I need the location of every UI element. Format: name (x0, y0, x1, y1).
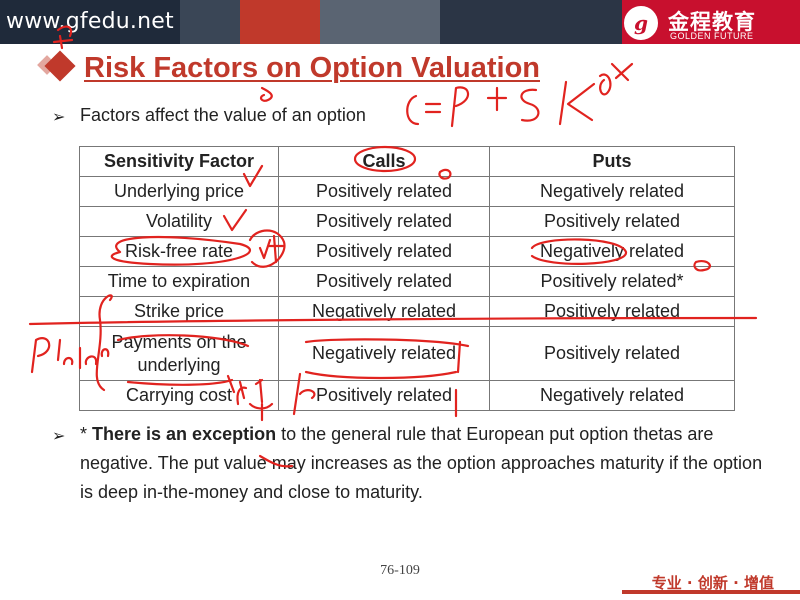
table-row: Risk-free rate Positively related Negati… (79, 236, 735, 267)
annotation-stroke (558, 80, 596, 126)
arrow-bullet-icon: ➢ (52, 428, 66, 445)
column-header-factor: Sensitivity Factor (79, 146, 279, 177)
puts-cell: Negatively related (489, 176, 735, 207)
factor-cell: Time to expiration (79, 266, 279, 297)
logo-seal-icon: g (622, 4, 660, 42)
table-row: Time to expiration Positively related Po… (79, 266, 735, 297)
factor-cell: Carrying cost (79, 380, 279, 411)
table-row: Underlying price Positively related Nega… (79, 176, 735, 207)
puts-cell: Positively related (489, 296, 735, 327)
decor-block (240, 0, 320, 44)
footer-slogan: 专业 · 创新 · 增值 (651, 574, 774, 592)
logo-chinese-text: 金程教育 (668, 10, 756, 34)
annotation-stroke (520, 88, 540, 122)
annotation-stroke (424, 102, 442, 114)
table-row: Payments on the underlying Negatively re… (79, 326, 735, 381)
annotation-stroke (486, 86, 508, 112)
factor-cell: Underlying price (79, 176, 279, 207)
top-bar: www.gfedu.net g 金程教育 GOLDEN FUTURE (0, 0, 800, 44)
column-header-puts: Puts (489, 146, 735, 177)
logo: g 金程教育 GOLDEN FUTURE (622, 4, 800, 44)
column-header-calls: Calls (278, 146, 490, 177)
decor-block (440, 0, 622, 44)
logo-english-text: GOLDEN FUTURE (670, 31, 754, 41)
note-text: to the general rule that European put op… (80, 424, 763, 502)
calls-cell: Negatively related (278, 326, 490, 381)
calls-cell: Positively related (278, 176, 490, 207)
puts-cell: Positively related (489, 326, 735, 381)
note-bold: There is an exception (92, 424, 277, 444)
calls-cell: Positively related (278, 380, 490, 411)
puts-cell: Negatively related (489, 236, 735, 267)
calls-cell: Positively related (278, 266, 490, 297)
table-row: Strike price Negatively related Positive… (79, 296, 735, 327)
arrow-bullet-icon: ➢ (52, 109, 66, 126)
factor-cell: Volatility (79, 206, 279, 237)
factor-cell: Risk-free rate (79, 236, 279, 267)
annotation-stroke (259, 86, 273, 102)
footer-accent-line (622, 590, 800, 594)
slide-title: Risk Factors on Option Valuation (84, 52, 540, 84)
exception-note: * There is an exception to the general r… (80, 420, 770, 507)
calls-cell: Positively related (278, 236, 490, 267)
puts-cell: Negatively related (489, 380, 735, 411)
annotation-stroke (450, 86, 470, 128)
note-star: * (80, 424, 93, 444)
diamond-icon (44, 50, 76, 82)
table-row: Carrying cost Positively related Negativ… (79, 380, 735, 411)
table-header-row: Sensitivity Factor Calls Puts (79, 146, 735, 177)
decor-block (180, 0, 240, 44)
calls-cell: Negatively related (278, 296, 490, 327)
puts-cell: Positively related (489, 206, 735, 237)
decor-block (320, 0, 440, 44)
sensitivity-table: Sensitivity Factor Calls Puts Underlying… (79, 146, 735, 411)
table-row: Volatility Positively related Positively… (79, 206, 735, 237)
factor-cell: Strike price (79, 296, 279, 327)
annotation-stroke (598, 62, 634, 96)
site-url[interactable]: www.gfedu.net (6, 9, 174, 34)
calls-cell: Positively related (278, 206, 490, 237)
page-number: 76-109 (380, 563, 420, 578)
bullet-factors: Factors affect the value of an option (80, 105, 366, 125)
annotation-stroke (406, 94, 420, 126)
factor-cell: Payments on the underlying (79, 326, 279, 381)
puts-cell: Positively related* (489, 266, 735, 297)
